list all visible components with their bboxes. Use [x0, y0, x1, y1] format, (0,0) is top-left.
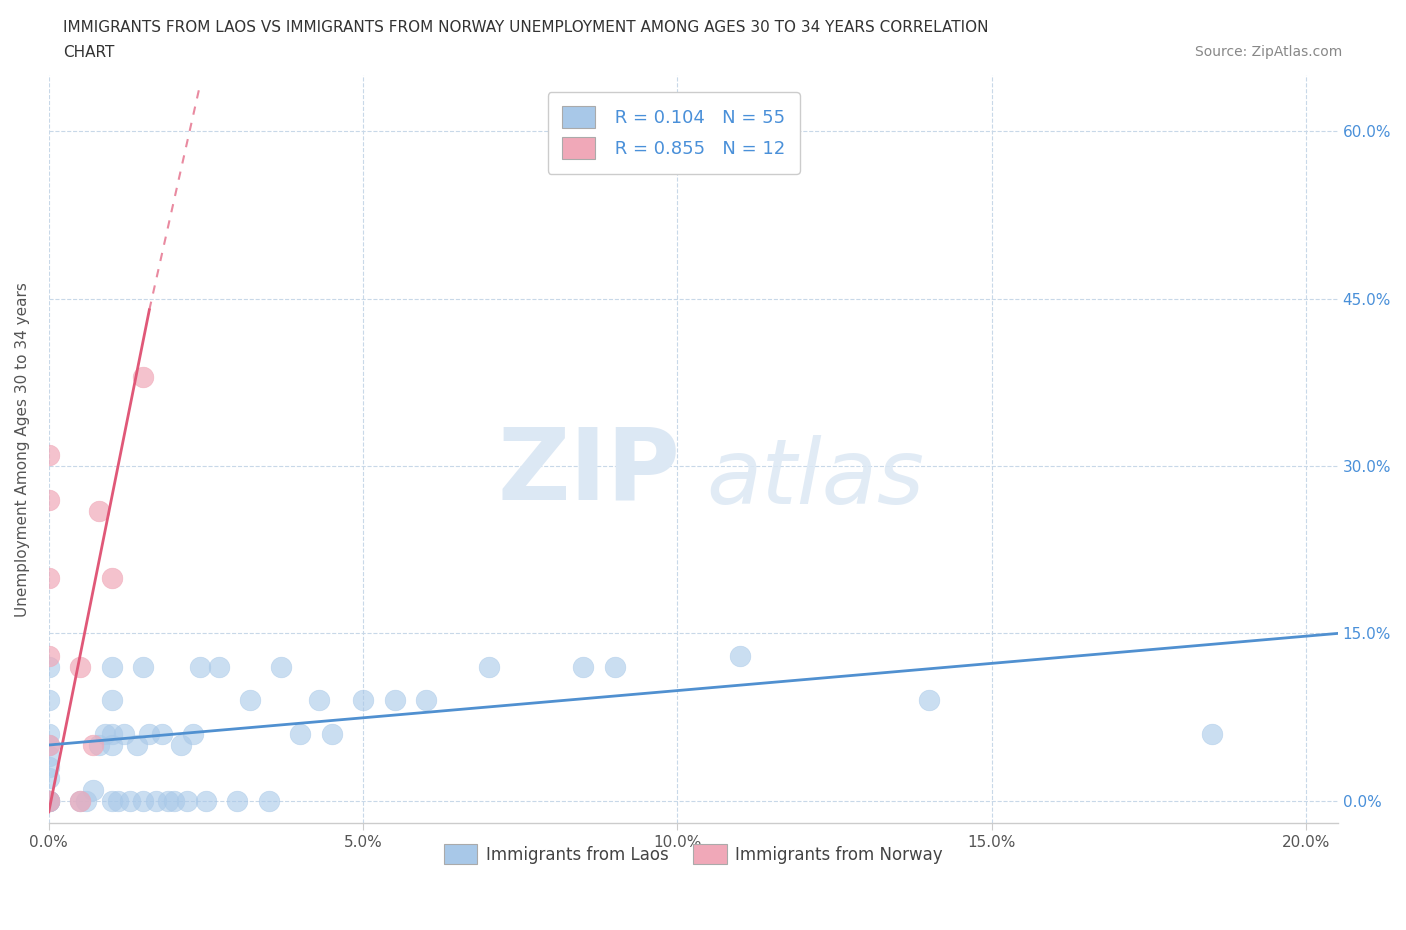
- Point: [94, 726, 117, 741]
- Text: ZIP: ZIP: [498, 423, 681, 520]
- Point: [38, 726, 60, 741]
- Point: [384, 693, 406, 708]
- Point: [100, 570, 122, 585]
- Point: [170, 737, 193, 752]
- Point: [308, 693, 330, 708]
- Point: [38, 793, 60, 808]
- Point: [82, 737, 104, 752]
- Point: [163, 793, 186, 808]
- Point: [132, 659, 155, 674]
- Point: [603, 659, 626, 674]
- Point: [321, 726, 343, 741]
- Point: [38, 760, 60, 775]
- Point: [157, 793, 180, 808]
- Point: [87, 503, 110, 518]
- Point: [1201, 726, 1223, 741]
- Point: [38, 648, 60, 663]
- Point: [290, 726, 312, 741]
- Point: [150, 726, 173, 741]
- Point: [226, 793, 249, 808]
- Point: [38, 447, 60, 462]
- Point: [188, 659, 211, 674]
- Point: [69, 659, 91, 674]
- Point: [69, 793, 91, 808]
- Point: [270, 659, 292, 674]
- Point: [76, 793, 98, 808]
- Point: [145, 793, 167, 808]
- Point: [100, 793, 122, 808]
- Point: [38, 737, 60, 752]
- Point: [176, 793, 198, 808]
- Point: [38, 793, 60, 808]
- Point: [257, 793, 280, 808]
- Point: [100, 693, 122, 708]
- Point: [120, 793, 142, 808]
- Point: [87, 737, 110, 752]
- Point: [38, 793, 60, 808]
- Text: atlas: atlas: [706, 435, 924, 524]
- Point: [38, 659, 60, 674]
- Point: [415, 693, 437, 708]
- Point: [478, 659, 501, 674]
- Point: [138, 726, 160, 741]
- Point: [125, 737, 148, 752]
- Legend: Immigrants from Laos, Immigrants from Norway: Immigrants from Laos, Immigrants from No…: [437, 837, 949, 870]
- Point: [38, 693, 60, 708]
- Point: [69, 793, 91, 808]
- Text: IMMIGRANTS FROM LAOS VS IMMIGRANTS FROM NORWAY UNEMPLOYMENT AMONG AGES 30 TO 34 : IMMIGRANTS FROM LAOS VS IMMIGRANTS FROM …: [63, 20, 988, 35]
- Point: [239, 693, 262, 708]
- Point: [38, 749, 60, 764]
- Point: [38, 492, 60, 507]
- Point: [730, 648, 752, 663]
- Point: [82, 782, 104, 797]
- Point: [38, 771, 60, 786]
- Point: [38, 737, 60, 752]
- Point: [38, 570, 60, 585]
- Point: [100, 726, 122, 741]
- Point: [38, 793, 60, 808]
- Point: [112, 726, 135, 741]
- Point: [38, 793, 60, 808]
- Point: [100, 737, 122, 752]
- Point: [132, 793, 155, 808]
- Point: [183, 726, 205, 741]
- Point: [100, 659, 122, 674]
- Point: [572, 659, 595, 674]
- Point: [207, 659, 229, 674]
- Point: [132, 369, 155, 384]
- Point: [352, 693, 374, 708]
- Point: [38, 793, 60, 808]
- Text: CHART: CHART: [63, 45, 115, 60]
- Y-axis label: Unemployment Among Ages 30 to 34 years: Unemployment Among Ages 30 to 34 years: [15, 282, 30, 617]
- Text: Source: ZipAtlas.com: Source: ZipAtlas.com: [1195, 45, 1343, 59]
- Point: [918, 693, 941, 708]
- Point: [194, 793, 217, 808]
- Point: [107, 793, 129, 808]
